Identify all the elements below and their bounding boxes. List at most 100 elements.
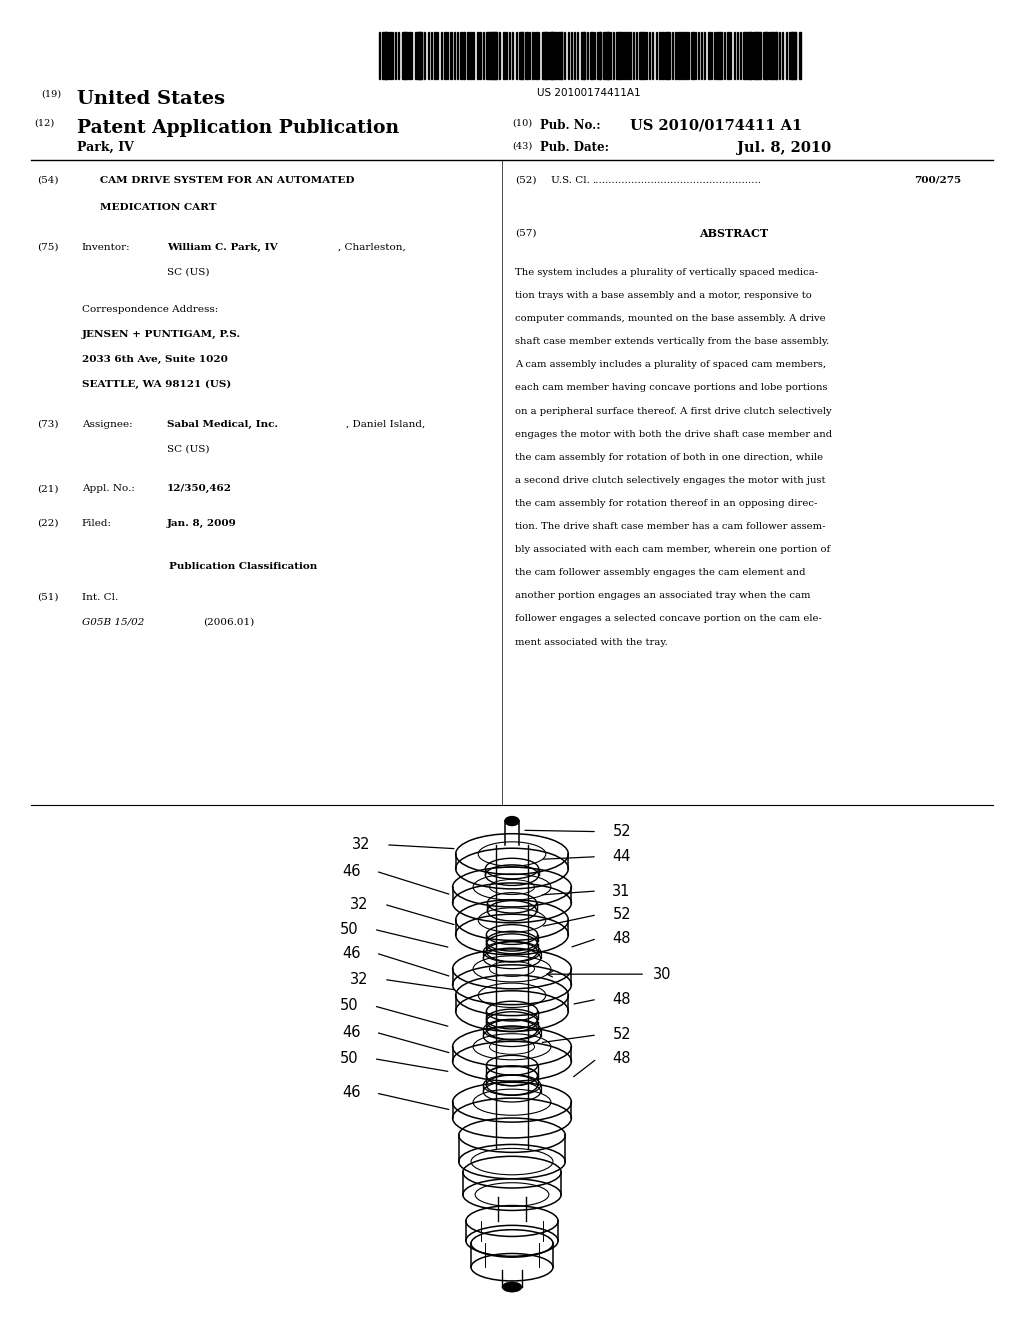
Bar [412, 32, 413, 79]
Text: (12): (12) [34, 119, 54, 128]
Bar [483, 32, 484, 79]
Text: 32: 32 [350, 972, 369, 987]
Text: 52: 52 [612, 1027, 631, 1043]
Bar [382, 32, 387, 79]
Bar [464, 32, 465, 79]
Text: Int. Cl.: Int. Cl. [82, 593, 118, 602]
Text: JENSEN + PUNTIGAM, P.S.: JENSEN + PUNTIGAM, P.S. [82, 330, 241, 339]
Bar [773, 32, 776, 79]
Bar [623, 32, 626, 79]
Bar [578, 32, 579, 79]
Bar [705, 32, 706, 79]
Text: (43): (43) [512, 141, 532, 150]
Text: U.S. Cl.: U.S. Cl. [551, 176, 590, 185]
Bar [708, 32, 710, 79]
Bar [395, 32, 396, 79]
Text: computer commands, mounted on the base assembly. A drive: computer commands, mounted on the base a… [515, 314, 825, 323]
Text: 44: 44 [612, 849, 631, 865]
Bar [799, 32, 801, 79]
Bar [663, 32, 665, 79]
Bar [743, 32, 748, 79]
Bar [594, 32, 595, 79]
Bar [711, 32, 712, 79]
Bar [763, 32, 767, 79]
Text: Park, IV: Park, IV [77, 141, 134, 154]
Bar [603, 32, 608, 79]
Bar [558, 32, 562, 79]
Text: 48: 48 [612, 1051, 631, 1067]
Text: a second drive clutch selectively engages the motor with just: a second drive clutch selectively engage… [515, 475, 825, 484]
Bar [476, 32, 479, 79]
Text: another portion engages an associated tray when the cam: another portion engages an associated tr… [515, 591, 811, 601]
Bar [701, 32, 702, 79]
Bar [522, 32, 523, 79]
Text: (73): (73) [37, 420, 58, 429]
Text: ....................................................: ........................................… [592, 176, 761, 185]
Text: 2033 6th Ave, Suite 1020: 2033 6th Ave, Suite 1020 [82, 355, 227, 364]
Bar [652, 32, 653, 79]
Bar [454, 32, 455, 79]
Bar [666, 32, 669, 79]
Text: 48: 48 [612, 931, 631, 946]
Bar [444, 32, 446, 79]
Bar [724, 32, 725, 79]
Text: (75): (75) [37, 243, 58, 252]
Bar [766, 32, 768, 79]
Text: tion trays with a base assembly and a motor, responsive to: tion trays with a base assembly and a mo… [515, 290, 812, 300]
Text: G05B 15/02: G05B 15/02 [82, 618, 144, 627]
Text: Publication Classification: Publication Classification [169, 562, 316, 572]
Text: ment associated with the tray.: ment associated with the tray. [515, 638, 668, 647]
Text: SEATTLE, WA 98121 (US): SEATTLE, WA 98121 (US) [82, 380, 231, 389]
Bar [379, 32, 380, 79]
Text: 31: 31 [612, 883, 631, 899]
Text: Filed:: Filed: [82, 519, 112, 528]
Bar [694, 32, 695, 79]
Text: , Daniel Island,: , Daniel Island, [346, 420, 425, 429]
Bar [606, 32, 609, 79]
Bar [675, 32, 677, 79]
Text: 50: 50 [340, 1051, 358, 1067]
Text: 48: 48 [612, 991, 631, 1007]
Text: (22): (22) [37, 519, 58, 528]
Text: 50: 50 [340, 921, 358, 937]
Bar [616, 32, 621, 79]
Bar [776, 32, 777, 79]
Text: the cam follower assembly engages the cam element and: the cam follower assembly engages the ca… [515, 568, 806, 577]
Text: CAM DRIVE SYSTEM FOR AN AUTOMATED: CAM DRIVE SYSTEM FOR AN AUTOMATED [100, 176, 355, 185]
Text: United States: United States [77, 90, 225, 108]
Bar [779, 32, 780, 79]
Bar [525, 32, 527, 79]
Bar [760, 32, 761, 79]
Bar [421, 32, 422, 79]
Bar [630, 32, 631, 79]
Bar [509, 32, 510, 79]
Text: (57): (57) [515, 228, 537, 238]
Bar [437, 32, 438, 79]
Bar [788, 32, 793, 79]
Text: Assignee:: Assignee: [82, 420, 132, 429]
Text: A cam assembly includes a plurality of spaced cam members,: A cam assembly includes a plurality of s… [515, 360, 826, 370]
Bar [460, 32, 463, 79]
Bar [457, 32, 458, 79]
Bar [506, 32, 507, 79]
Bar [548, 32, 553, 79]
Bar [473, 32, 474, 79]
Bar [597, 32, 601, 79]
Bar [434, 32, 436, 79]
Bar [571, 32, 572, 79]
Text: US 20100174411A1: US 20100174411A1 [537, 88, 641, 99]
Text: US 2010/0174411 A1: US 2010/0174411 A1 [630, 119, 802, 133]
Bar [519, 32, 522, 79]
Bar [486, 32, 492, 79]
Bar [682, 32, 684, 79]
Bar [451, 32, 452, 79]
Bar [415, 32, 420, 79]
Bar [685, 32, 687, 79]
Bar [564, 32, 565, 79]
Bar [793, 32, 796, 79]
Text: (2006.01): (2006.01) [203, 618, 254, 627]
Bar [587, 32, 588, 79]
Bar [470, 32, 472, 79]
Bar [620, 32, 622, 79]
Bar [409, 32, 411, 79]
